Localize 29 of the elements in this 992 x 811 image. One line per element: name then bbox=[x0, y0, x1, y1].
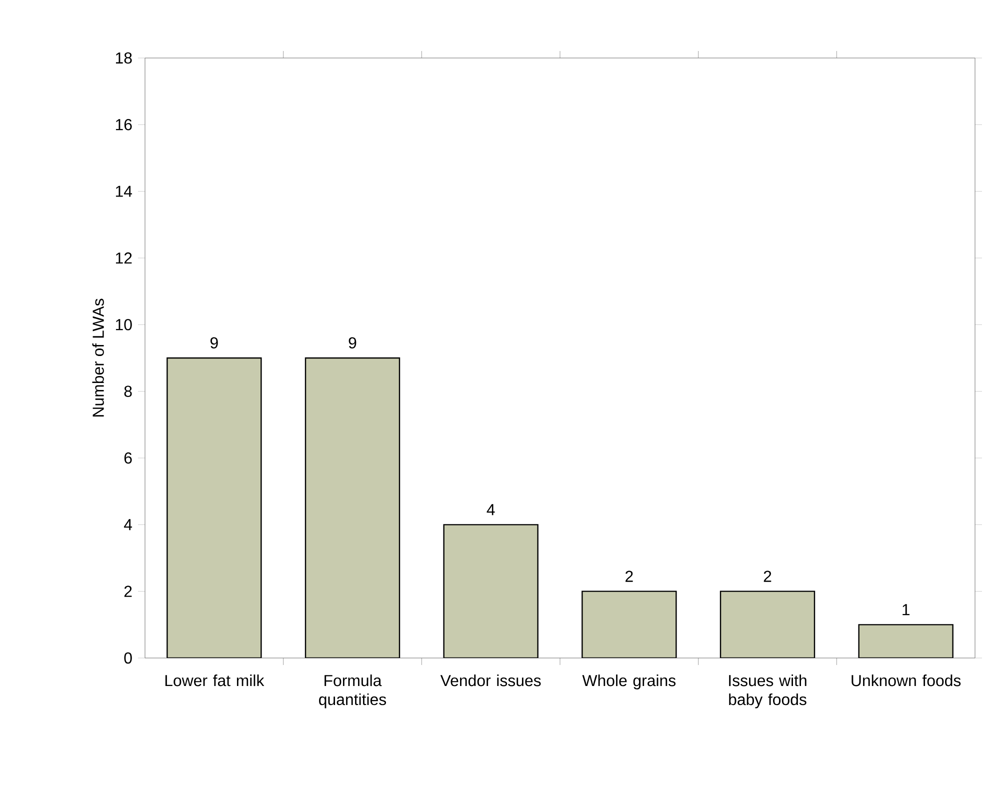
data-label: 1 bbox=[902, 604, 910, 616]
y-tick-label: 16 bbox=[116, 119, 132, 130]
data-label: 2 bbox=[764, 570, 772, 582]
x-tick-label: Whole grains bbox=[582, 674, 676, 690]
bar bbox=[720, 590, 816, 658]
x-tick-label: Vendor issues bbox=[440, 674, 541, 686]
y-tick-label: 8 bbox=[124, 386, 132, 397]
data-label: 4 bbox=[486, 504, 495, 516]
y-tick-label: 10 bbox=[116, 319, 132, 330]
x-tick-label: Unknown foods bbox=[852, 674, 961, 686]
x-tick-label: Formula quantities bbox=[319, 674, 386, 708]
data-label: 9 bbox=[210, 337, 218, 348]
bar bbox=[858, 624, 954, 658]
y-tick-label: 14 bbox=[116, 186, 132, 197]
bar bbox=[304, 357, 400, 658]
y-tick-label: 0 bbox=[124, 652, 132, 664]
y-tick-label: 2 bbox=[124, 586, 132, 597]
data-label: 9 bbox=[348, 337, 356, 348]
y-tick-label: 12 bbox=[116, 252, 132, 264]
y-tick-label: 18 bbox=[116, 52, 132, 64]
y-tick-label: 4 bbox=[124, 519, 132, 530]
x-tick-label: Lower fat milk bbox=[165, 674, 264, 686]
bar bbox=[444, 524, 538, 658]
x-tick-label: Issues with baby foods bbox=[729, 674, 806, 708]
bar bbox=[166, 357, 262, 658]
y-axis-title: Number of LWAs bbox=[92, 298, 104, 416]
bar bbox=[582, 590, 677, 658]
data-label: 2 bbox=[626, 570, 633, 582]
y-tick-label: 6 bbox=[124, 452, 132, 464]
